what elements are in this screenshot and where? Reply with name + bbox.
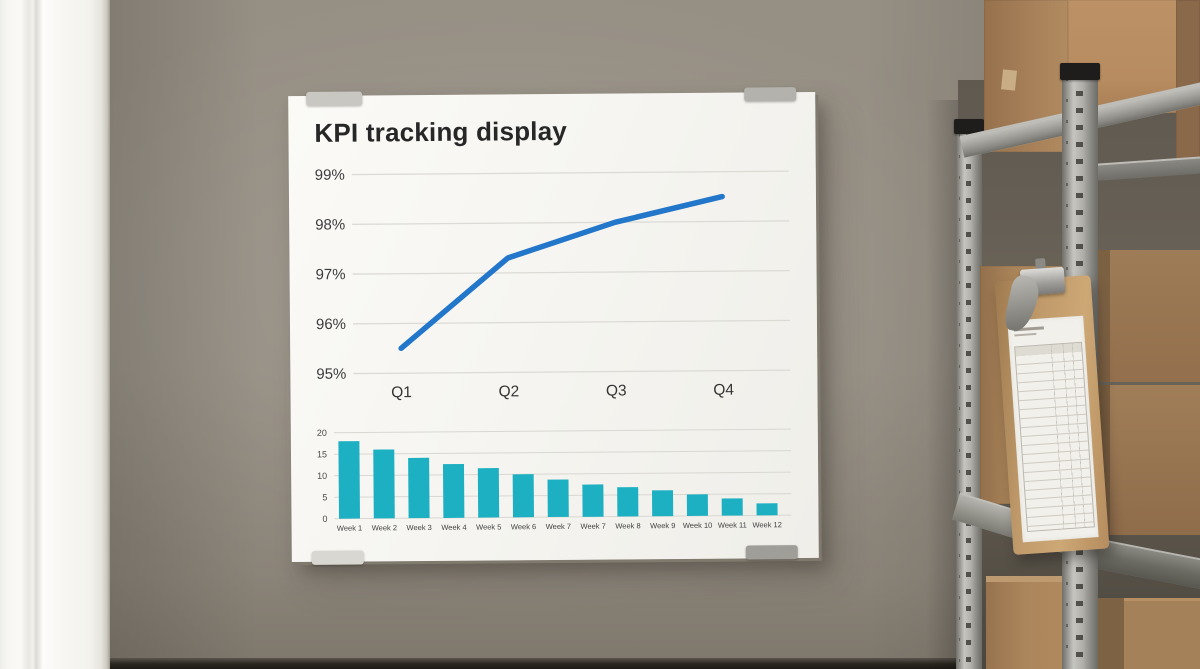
bar-chart-ytick-label: 15 [317,449,327,459]
line-chart-ytick-label: 96% [316,316,346,333]
board-clip-top-left [306,91,363,106]
bar-xtick-label: Week 3 [406,523,431,532]
shelf-front-upright-cap [1060,63,1100,80]
bar-chart-ytick-label: 10 [317,471,327,481]
bar-week-10 [686,494,708,516]
bar-xtick-label: Week 7 [580,522,605,531]
line-chart-xtick-label: Q3 [606,382,627,399]
bar-week-12 [756,503,778,516]
cardboard-box-top-right-side [1176,0,1200,162]
paper-table-rows [1015,351,1094,531]
line-chart-xtick-label: Q4 [713,382,734,399]
board-title: KPI tracking display [314,115,568,148]
line-chart-ytick-label: 99% [315,167,345,184]
bar-week-2 [373,449,395,519]
cardboard-box-bottom-left [986,576,1064,669]
clipboard-paper [1007,315,1099,543]
line-chart-ytick-label: 95% [316,366,346,383]
bar-week-3 [408,457,430,519]
bar-week-9 [651,490,674,517]
cardboard-box-bottom-right [1096,598,1200,669]
bar-xtick-label: Week 4 [441,523,466,532]
bar-chart-ytick-label: 20 [317,428,327,438]
line-chart-ytick-label: 97% [315,266,345,283]
bar-xtick-label: Week 8 [615,521,640,530]
bar-chart-gridline [333,428,791,434]
board-clip-top-right [744,87,797,102]
box-tape [1000,69,1018,91]
door-frame [0,0,110,669]
cardboard-box-middle-right-upper [1094,250,1200,382]
cardboard-box-middle-right-lower [1094,385,1200,535]
line-chart-gridline [352,269,790,275]
bar-xtick-label: Week 9 [650,521,675,530]
kpi-trend-line [398,193,725,352]
line-chart-gridline [352,319,790,325]
bar-xtick-label: Week 2 [372,523,397,532]
line-chart-gridline [351,170,789,176]
line-chart-xtick-label: Q1 [391,384,412,401]
bar-chart-gridline [334,471,792,477]
bar-week-5 [477,468,500,518]
clipboard-paper-table [1014,341,1095,533]
board-clip-bottom-left [311,550,364,565]
bar-week-7 [582,484,604,517]
bar-chart-gridline [334,514,792,520]
bar-chart-ytick-label: 5 [322,492,327,502]
weekly-bar-chart: 0 5 10 15 20 Week 1 Week 2 Week 3 Week 4 Week 5 We… [317,428,792,533]
paper-subheading-line [1014,332,1037,337]
bar-week-11 [721,498,743,516]
line-chart-ytick-label: 98% [315,216,345,233]
line-chart-gridline [352,220,790,225]
shelf-back-upright [956,124,982,669]
bar-xtick-label: Week 5 [476,522,501,531]
bar-xtick-label: Week 12 [752,520,782,529]
bar-week-8 [617,487,639,517]
bar-xtick-label: Week 10 [683,521,713,530]
floor-shadow-line [100,658,1200,669]
bar-chart-gridline [333,450,791,455]
shelf-back-upright-cap [954,119,984,134]
bar-xtick-label: Week 6 [511,522,536,531]
bar-week-4 [442,464,465,518]
shelf-wall-shadow [926,100,958,669]
clipboard [994,258,1110,556]
bar-chart-ytick-label: 0 [322,514,327,524]
bar-week-6 [512,474,534,518]
line-chart-xtick-label: Q2 [498,383,519,400]
kpi-whiteboard: KPI tracking display 95% 96% 97% 98% 99% Q1 Q2… [288,87,819,565]
board-clip-bottom-right [745,545,798,560]
bar-xtick-label: Week 11 [718,520,747,529]
bar-week-7 [547,479,569,518]
bar-xtick-label: Week 1 [337,524,362,533]
bar-week-1 [338,441,360,519]
line-chart-gridline [353,369,791,375]
kpi-line-chart: 95% 96% 97% 98% 99% Q1 Q2 Q3 Q4 [315,167,791,401]
bar-xtick-label: Week 7 [546,522,571,531]
